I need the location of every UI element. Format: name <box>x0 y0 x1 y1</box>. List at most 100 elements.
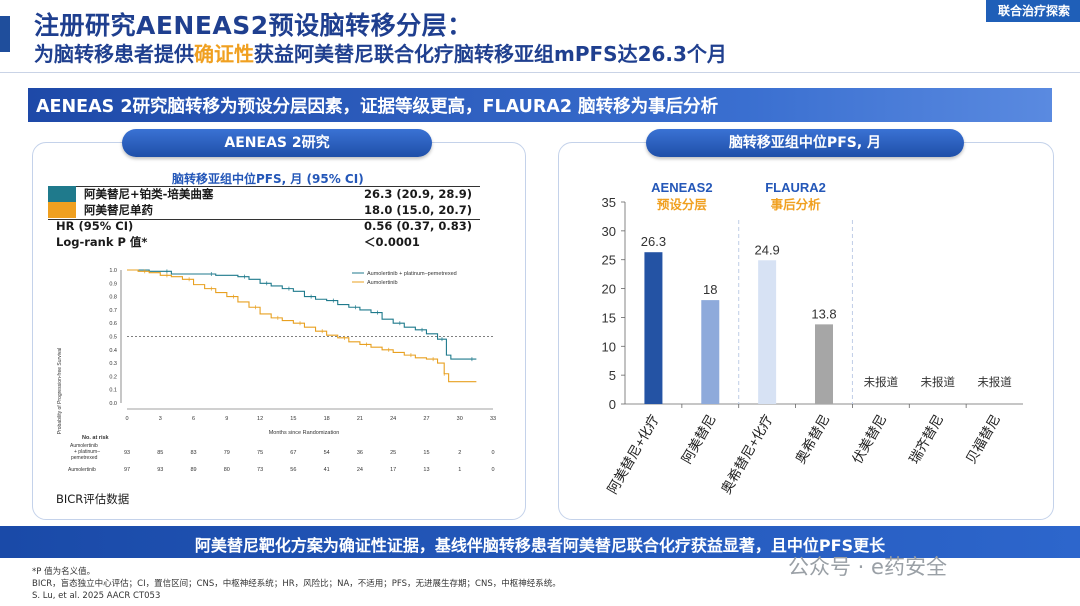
bar-marks: 26.3 18 24.9 13.8 未报道 未报道 未报道 <box>641 234 1012 404</box>
bar-y-tick: 15 <box>602 310 616 325</box>
km-x-tick: 9 <box>225 416 228 422</box>
risk-count: 56 <box>290 467 296 473</box>
page-subtitle: 为脑转移患者提供确证性获益阿美替尼联合化疗脑转移亚组mPFS达26.3个月 <box>34 38 727 67</box>
aeneas2-panel <box>32 142 526 520</box>
bar <box>815 324 833 404</box>
group-subtitle: 预设分层 <box>657 197 708 212</box>
km-legend: Aumolertinib + platinum–pemetrexed Aumol… <box>352 271 457 286</box>
row-value: 18.0 (15.0, 20.7) <box>364 203 473 217</box>
conclusion-banner <box>0 526 1080 558</box>
footnote-line: *P 值为名义值。 <box>32 567 96 577</box>
risk-count: 93 <box>157 467 163 473</box>
risk-count: 54 <box>324 450 330 456</box>
risk-count: 97 <box>124 467 130 473</box>
group-subtitle: 事后分析 <box>771 197 822 212</box>
km-y-tick: 0.5 <box>109 335 117 341</box>
risk-count: 1 <box>458 467 461 473</box>
mono-swatch <box>48 202 76 218</box>
risk-label-combo: Aumolertinib + platinum– pemetrexed <box>70 443 100 461</box>
row-label: Log-rank P 值* <box>56 235 148 249</box>
group-name: FLAURA2 <box>765 180 826 195</box>
risk-count: 93 <box>124 450 130 456</box>
row-value: ＜0.0001 <box>364 235 420 249</box>
km-summary-table: 阿美替尼+铂类-培美曲塞 26.3 (20.9, 28.9) 阿美替尼单药 18… <box>48 186 480 250</box>
bar-category-label: 阿美替尼+化疗 <box>605 412 662 496</box>
bar-y-tick: 25 <box>602 253 616 268</box>
km-x-tick: 21 <box>357 416 363 422</box>
bar-y-tick: 10 <box>602 339 616 354</box>
subtitle-pre: 为脑转移患者提供 <box>34 42 194 66</box>
table-row: Log-rank P 值* ＜0.0001 <box>56 234 480 250</box>
bar-value-label: 24.9 <box>754 242 779 257</box>
comparison-panel <box>558 142 1054 520</box>
bar-y-tick: 20 <box>602 282 616 297</box>
km-table-header: 脑转移亚组中位PFS, 月 (95% CI) <box>172 172 364 186</box>
risk-count: 25 <box>390 450 396 456</box>
risk-count: 41 <box>324 467 330 473</box>
risk-table-title: No. at risk <box>82 435 110 441</box>
legend-mono-label: Aumolertinib <box>367 280 398 286</box>
km-y-tick: 0.3 <box>109 361 117 367</box>
bar-category-label: 贝福替尼 <box>963 412 1003 466</box>
bar-value-label: 26.3 <box>641 234 666 249</box>
bar-category-label: 瑞齐替尼 <box>906 412 946 466</box>
row-value: 0.56 (0.37, 0.83) <box>364 219 473 233</box>
risk-count: 15 <box>423 450 429 456</box>
footnote-line: S. Lu, et al. 2025 AACR CT053 <box>32 591 161 601</box>
key-message-text: AENEAS 2研究脑转移为预设分层因素，证据等级更高，FLAURA2 脑转移为… <box>36 97 719 117</box>
risk-count: 36 <box>357 450 363 456</box>
bar-y-axis: 0 5 10 15 20 25 30 35 <box>602 195 1023 412</box>
table-rule-mid <box>48 219 480 220</box>
km-x-tick: 6 <box>192 416 195 422</box>
km-curve-combo <box>127 269 477 360</box>
bar <box>758 260 777 404</box>
risk-count: 0 <box>491 467 494 473</box>
footnote-line: BICR，盲态独立中心评估；CI，置信区间；CNS，中枢神经系统；HR，风险比；… <box>32 579 561 589</box>
km-y-label: Probability of Progression-free Survival <box>57 348 63 434</box>
bar-na-label: 未报道 <box>864 375 899 389</box>
watermark: 公众号 · e药安全 <box>788 555 947 579</box>
bar-value-label: 18 <box>703 282 717 297</box>
risk-count: 73 <box>257 467 263 473</box>
comparison-pill: 脑转移亚组中位PFS, 月 <box>646 129 964 157</box>
km-y-tick: 0.6 <box>109 321 117 327</box>
bar-category-label: 阿美替尼 <box>679 412 719 466</box>
bar-category-label: 伏美替尼 <box>849 412 889 466</box>
header-divider <box>0 72 1080 73</box>
km-x-label: Months since Randomization <box>269 430 340 436</box>
km-x-tick: 24 <box>390 416 396 422</box>
km-y-tick: 0.1 <box>109 388 117 394</box>
table-row: HR (95% CI) 0.56 (0.37, 0.83) <box>56 218 480 234</box>
bar-na-label: 未报道 <box>977 375 1012 389</box>
bar-value-label: 13.8 <box>811 306 836 321</box>
km-curve-mono <box>127 269 477 383</box>
km-x-tick: 18 <box>324 416 330 422</box>
km-x-tick: 12 <box>257 416 263 422</box>
subtitle-post: 获益阿美替尼联合化疗脑转移亚组mPFS达26.3个月 <box>254 42 727 66</box>
km-x-tick: 3 <box>159 416 162 422</box>
table-row: 阿美替尼单药 18.0 (15.0, 20.7) <box>48 202 480 218</box>
bar-category-label: 奥希替尼 <box>792 412 833 467</box>
km-x-ticks: 0 3 6 9 12 15 18 21 24 27 30 33 <box>125 408 496 422</box>
km-y-tick: 0.9 <box>109 281 117 287</box>
bar-category-label: 奥希替尼+化疗 <box>717 412 775 497</box>
km-y-tick: 0.8 <box>109 295 117 301</box>
row-label: 阿美替尼单药 <box>84 203 153 217</box>
bar-na-label: 未报道 <box>920 375 955 389</box>
risk-count: 67 <box>290 450 296 456</box>
risk-count: 85 <box>157 450 163 456</box>
km-y-tick: 0.7 <box>109 308 117 314</box>
risk-count: 17 <box>390 467 396 473</box>
km-y-tick: 0.2 <box>109 374 117 380</box>
risk-count: 0 <box>491 450 494 456</box>
bar <box>644 252 663 404</box>
title-accent-bar <box>0 16 10 52</box>
table-row: 阿美替尼+铂类-培美曲塞 26.3 (20.9, 28.9) <box>48 186 480 202</box>
risk-count: 75 <box>257 450 263 456</box>
row-label: HR (95% CI) <box>56 219 134 233</box>
km-x-tick: 0 <box>125 416 128 422</box>
km-x-tick: 33 <box>490 416 496 422</box>
bar-y-tick: 0 <box>609 397 616 412</box>
km-y-ticks: 1.0 0.9 0.8 0.7 0.6 0.5 0.4 0.3 0.2 0.1 0.0 <box>109 268 122 407</box>
row-label: 阿美替尼+铂类-培美曲塞 <box>84 187 214 201</box>
